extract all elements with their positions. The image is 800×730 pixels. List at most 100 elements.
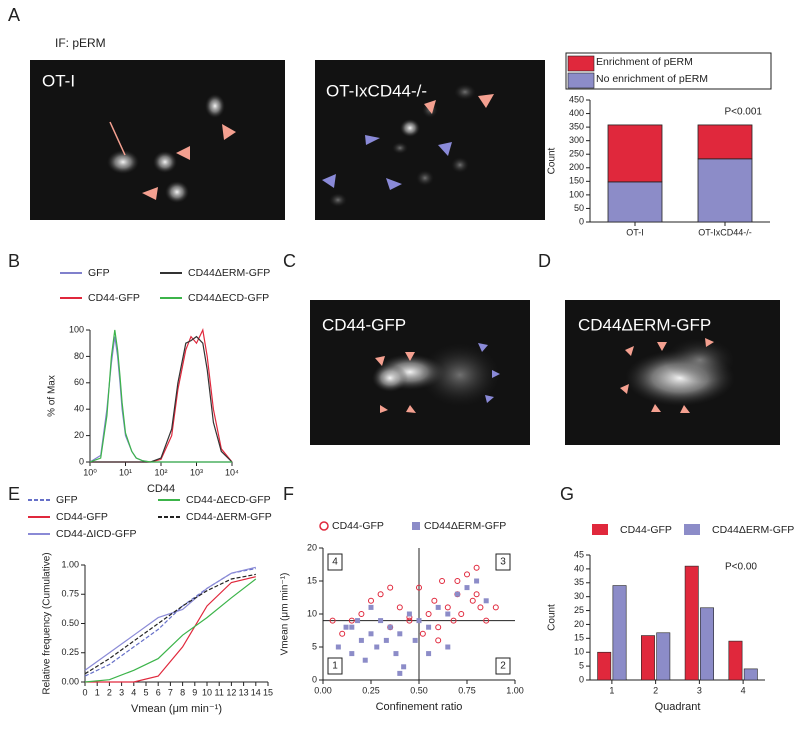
legend-label: CD44-ΔECD-GFP (186, 494, 271, 506)
point (406, 617, 413, 624)
y-tick-label: 0.75 (61, 589, 79, 599)
line (84, 567, 256, 677)
y-tick-label: 250 (569, 149, 584, 159)
x-tick-label: 5 (143, 687, 148, 697)
point (425, 611, 432, 617)
point (450, 617, 457, 624)
annotation: P<0.001 (724, 107, 762, 118)
quadrant-label: 1 (332, 661, 338, 672)
point (477, 604, 484, 611)
point (377, 591, 384, 598)
y-axis-label: % of Max (47, 375, 58, 417)
point (435, 637, 442, 644)
image-label: OT-IxCD44-/- (326, 81, 427, 100)
y-tick-label: 10 (574, 647, 584, 657)
point (397, 670, 403, 676)
bar (743, 668, 758, 681)
point (358, 637, 364, 643)
y-tick-label: 400 (569, 108, 584, 118)
point (464, 585, 470, 591)
bar (728, 640, 743, 681)
y-tick-label: 60 (74, 377, 84, 387)
image-label: CD44ΔERM-GFP (578, 315, 711, 334)
y-tick-label: 0 (79, 456, 84, 466)
point (416, 584, 422, 591)
point (458, 611, 465, 617)
y-tick-label: 20 (74, 430, 84, 440)
legend-swatch (684, 524, 700, 535)
legend-box (565, 52, 772, 90)
x-tick-label: OT-I (626, 227, 644, 237)
legend-label: GFP (88, 267, 110, 279)
x-tick-label: 15 (263, 687, 273, 697)
point (355, 618, 361, 624)
panel-letter: F (283, 484, 294, 504)
point (473, 564, 480, 571)
stain-label: IF: pERM (55, 36, 106, 50)
x-tick-label: 10³ (190, 467, 203, 477)
legend-label: CD44ΔECD-GFP (188, 292, 269, 304)
quadrant-label: 4 (332, 557, 338, 568)
panel-letter: A (8, 5, 20, 25)
x-tick-label: 2 (653, 685, 658, 695)
point (435, 604, 441, 610)
y-tick-label: 0 (312, 674, 317, 684)
panel-letter: G (560, 484, 574, 504)
point (378, 618, 384, 624)
x-tick-label: 4 (741, 685, 746, 695)
y-tick-label: 450 (569, 94, 584, 104)
x-tick-label: 13 (239, 687, 249, 697)
y-tick-label: 300 (569, 135, 584, 145)
y-tick-label: 20 (307, 542, 317, 552)
x-tick-label: 1.00 (506, 685, 524, 695)
y-tick-label: 1.00 (61, 559, 79, 569)
quadrant-label: 3 (500, 557, 506, 568)
y-tick-label: 40 (74, 404, 84, 414)
x-tick-label: 0.00 (314, 685, 332, 695)
image-label: CD44-GFP (322, 315, 406, 334)
point (358, 611, 365, 617)
point (335, 644, 341, 650)
micrograph: CD44ΔERM-GFP (565, 300, 780, 445)
legend-label: CD44-GFP (620, 524, 672, 536)
y-tick-label: 15 (307, 575, 317, 585)
point (349, 624, 355, 630)
point (445, 611, 451, 617)
legend-swatch (319, 521, 329, 531)
y-axis-label: Relative frequency (Cumulative) (42, 552, 53, 694)
point (387, 584, 394, 591)
x-tick-label: 14 (251, 687, 261, 697)
point (368, 631, 374, 637)
y-tick-label: 30 (574, 591, 584, 601)
point (419, 630, 426, 637)
micrograph: CD44-GFP (310, 300, 530, 445)
point (454, 578, 461, 584)
y-tick-label: 150 (569, 176, 584, 186)
point (426, 624, 432, 630)
point (454, 591, 460, 597)
x-axis-label: Confinement ratio (376, 701, 463, 713)
x-axis-label: Vmean (μm min⁻¹) (131, 703, 222, 715)
bar-segment (697, 158, 753, 223)
y-tick-label: 0 (579, 216, 584, 226)
x-tick-label: 10² (154, 467, 167, 477)
annotation: P<0.00 (725, 562, 757, 573)
line (84, 566, 256, 671)
x-tick-label: 0.25 (362, 685, 380, 695)
point (393, 651, 399, 657)
legend-label: CD44-GFP (88, 292, 140, 304)
point (368, 597, 374, 604)
bar (597, 651, 612, 681)
x-axis-label: Quadrant (655, 701, 701, 713)
y-tick-label: 50 (574, 203, 584, 213)
panel-letter: C (283, 251, 296, 271)
point (348, 617, 355, 624)
y-tick-label: 20 (574, 619, 584, 629)
point (374, 644, 380, 650)
x-tick-label: 0.50 (410, 685, 428, 695)
point (383, 637, 389, 643)
y-tick-label: 0.50 (61, 618, 79, 628)
point (483, 598, 489, 604)
y-tick-label: 10 (307, 608, 317, 618)
point (368, 604, 374, 610)
